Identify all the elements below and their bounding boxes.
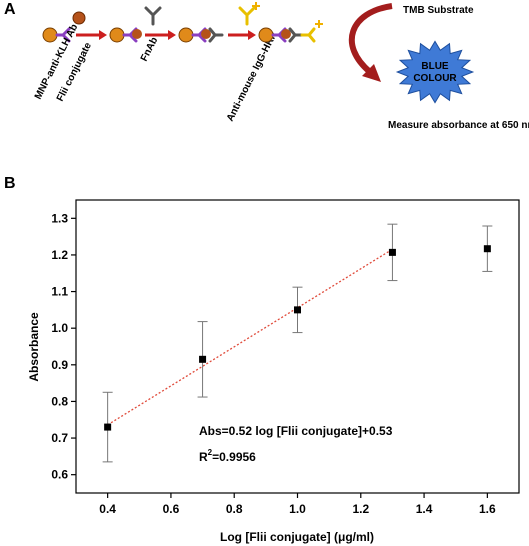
- y-tick-label: 1.0: [51, 321, 68, 335]
- assay-scheme: A MNP-anti-KLH Ab Flii conjugate FnAb: [4, 1, 529, 131]
- y-axis-title: Absorbance: [27, 312, 41, 382]
- hrp-star-icon: [315, 20, 323, 28]
- curved-arrow-icon: [348, 3, 393, 82]
- y-tick-label: 0.8: [51, 394, 68, 408]
- burst-text-blue: BLUE: [421, 61, 449, 72]
- y-tick-label: 0.9: [51, 358, 68, 372]
- magnetic-bead-icon: [258, 27, 274, 43]
- y-tick-label: 0.6: [51, 468, 68, 482]
- step2-complex: [109, 27, 142, 43]
- grey-antibody-icon: [288, 27, 304, 43]
- hrp-antibody-icon: [300, 27, 316, 43]
- y-tick-label: 1.3: [51, 211, 68, 225]
- fit-layer: [107, 248, 393, 426]
- r-squared: R2=0.9956: [199, 448, 256, 464]
- x-tick-label: 0.8: [226, 502, 243, 516]
- hrp-antibody-icon: [238, 2, 260, 26]
- panel-b-letter: B: [4, 175, 16, 192]
- x-tick-label: 1.6: [479, 502, 496, 516]
- fit-equation: Abs=0.52 log [Flii conjugate]+0.53: [199, 424, 393, 438]
- step1-complex: [42, 27, 71, 43]
- flii-conjugate-icon: [281, 29, 291, 39]
- flii-conjugate-icon: [72, 11, 86, 25]
- flii-conjugate-icon: [132, 29, 142, 39]
- blue-colour-burst: BLUE COLOUR: [395, 40, 475, 104]
- data-point: [483, 245, 491, 253]
- step4-complex: [258, 20, 323, 43]
- arrow-icon: [228, 30, 256, 40]
- x-tick-label: 0.4: [99, 502, 116, 516]
- arrow-icon: [76, 30, 107, 40]
- plot-frame: [75, 199, 520, 494]
- x-tick-label: 0.6: [163, 502, 180, 516]
- grey-antibody-icon: [208, 27, 224, 43]
- step3-complex: [178, 27, 224, 43]
- tmb-substrate-label: TMB Substrate: [403, 5, 474, 16]
- flii-conjugate-icon: [201, 29, 211, 39]
- magnetic-bead-icon: [42, 27, 58, 43]
- magnetic-bead-icon: [178, 27, 194, 43]
- y-tick-label: 1.1: [51, 285, 68, 299]
- y-axis-ticks: 0.6 0.7 0.8 0.9 1.0 1.1 1.2 1.3: [51, 211, 76, 482]
- x-tick-label: 1.4: [416, 502, 433, 516]
- burst-text-colour: COLOUR: [413, 73, 457, 84]
- x-tick-label: 1.0: [289, 502, 306, 516]
- x-axis-title: Log [Flii conjugate] (μg/ml): [220, 530, 374, 544]
- y-tick-label: 0.7: [51, 431, 68, 445]
- data-point: [294, 306, 301, 314]
- step-label-fnab: FnAb: [139, 36, 160, 64]
- data-point: [199, 355, 207, 363]
- magnetic-bead-icon: [109, 27, 125, 43]
- data-point: [388, 248, 396, 256]
- x-tick-label: 1.2: [352, 502, 369, 516]
- x-axis-ticks: 0.4 0.6 0.8 1.0 1.2 1.4 1.6: [99, 493, 496, 516]
- measure-label: Measure absorbance at 650 nm: [388, 120, 529, 131]
- error-bars: [102, 223, 493, 463]
- fit-line: [107, 248, 393, 426]
- grey-antibody-icon: [144, 6, 162, 26]
- panel-a-letter: A: [4, 1, 16, 18]
- data-point: [104, 423, 112, 431]
- y-tick-label: 1.2: [51, 248, 68, 262]
- data-points: [104, 245, 491, 431]
- purple-antibody-icon: [55, 27, 71, 43]
- step-label-hrp: Anti-mouse IgG-HRP: [225, 30, 280, 123]
- arrow-icon: [145, 30, 176, 40]
